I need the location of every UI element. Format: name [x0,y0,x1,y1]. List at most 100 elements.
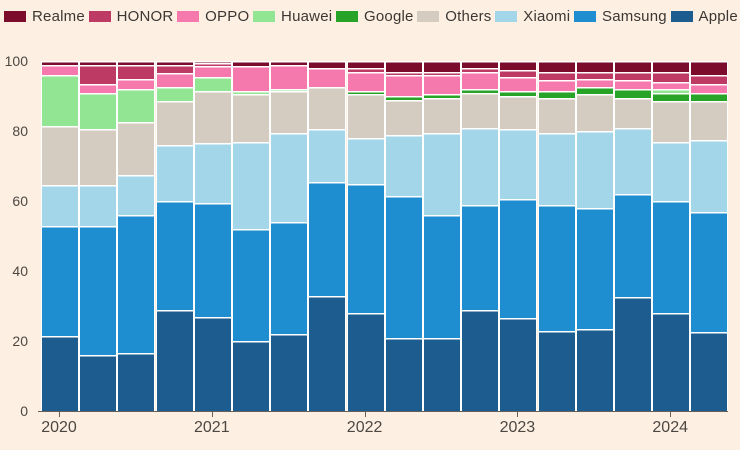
legend-swatch-google [336,10,358,22]
segment-oppo [576,78,613,88]
legend-label: Others [445,7,492,25]
segment-xiaomi [653,141,690,201]
segment-others [691,101,728,140]
segment-realme [615,61,651,72]
y-axis-tick-label: 0 [20,403,28,419]
segment-oppo [500,76,537,91]
segment-realme [385,61,422,72]
segment-realme [118,61,155,65]
segment-samsung [615,194,651,298]
legend-item-samsung: Samsung [574,8,667,25]
segment-samsung [462,204,499,310]
segment-xiaomi [42,185,78,226]
segment-samsung [194,202,231,317]
segment-honor [615,71,651,81]
segment-honor [424,71,460,75]
segment-samsung [538,204,575,331]
segment-honor [118,64,155,79]
legend-label: Xiaomi [523,7,571,25]
legend-item-apple: Apple [670,8,738,25]
bar-2020-q1 [41,61,79,411]
segment-huawei [42,75,78,126]
segment-samsung [80,225,117,355]
legend-item-realme: Realme [4,8,85,25]
segment-xiaomi [309,129,346,182]
segment-honor [500,69,537,77]
legend-swatch-oppo [177,10,200,22]
segment-others [347,94,384,138]
bar-2021-q4 [308,61,347,411]
segment-apple [462,309,499,411]
segment-oppo [385,75,422,96]
legend-swatch-honor [88,10,111,22]
segment-google [691,92,728,102]
segment-huawei [233,90,269,95]
bar-2024-q1 [652,61,691,411]
segment-samsung [271,222,308,334]
segment-oppo [194,66,231,77]
segment-xiaomi [576,131,613,208]
segment-apple [233,341,269,411]
segment-others [462,92,499,128]
segment-google [347,90,384,95]
segment-google [424,94,460,98]
legend-swatch-realme [4,10,26,22]
bar-2022-q3 [423,61,461,411]
segment-honor [385,71,422,75]
segment-oppo [156,73,193,88]
segment-honor [156,64,193,74]
segment-xiaomi [691,139,728,212]
segment-realme [576,61,613,72]
segment-xiaomi [424,132,460,215]
bar-2020-q2 [79,61,118,411]
segment-apple [424,337,460,411]
segment-apple [538,330,575,411]
bar-2021-q1 [193,61,232,411]
segment-realme [347,61,384,68]
segment-xiaomi [347,138,384,184]
bar-2021-q2 [232,61,270,411]
segment-xiaomi [194,143,231,203]
segment-samsung [500,199,537,319]
segment-apple [385,337,422,411]
segment-oppo [653,82,690,89]
x-axis-tick [211,412,213,417]
segment-realme [424,61,460,72]
segment-apple [500,318,537,411]
segment-others [118,122,155,175]
segment-oppo [347,71,384,91]
legend-swatch-others [417,10,440,22]
segment-others [576,94,613,131]
y-axis-tick-label: 60 [12,193,28,209]
segment-oppo [462,71,499,89]
segment-xiaomi [500,129,537,200]
bar-2021-q3 [270,61,309,411]
segment-huawei [194,76,231,91]
segment-others [309,87,346,130]
segment-samsung [118,215,155,354]
segment-realme [653,61,690,72]
bar-2020-q4 [155,61,194,411]
segment-others [194,90,231,144]
segment-google [462,89,499,93]
legend-label: Google [364,7,414,25]
segment-google [653,92,690,102]
chart-legend: Realme HONOR OPPO Huawei Google Others Xiaomi S… [4,6,738,26]
legend-item-huawei: Huawei [253,8,332,25]
segment-realme [462,61,499,68]
segment-honor [462,68,499,72]
segment-samsung [42,225,78,336]
segment-others [42,125,78,186]
segment-honor [347,68,384,72]
segment-apple [347,313,384,411]
segment-huawei [653,89,690,93]
segment-samsung [309,181,346,296]
segment-honor [653,71,690,82]
legend-swatch-apple [670,10,693,22]
x-axis-tick-label: 2024 [652,419,688,436]
segment-xiaomi [538,132,575,205]
segment-huawei [80,92,117,130]
segment-samsung [385,195,422,338]
segment-oppo [691,83,728,93]
